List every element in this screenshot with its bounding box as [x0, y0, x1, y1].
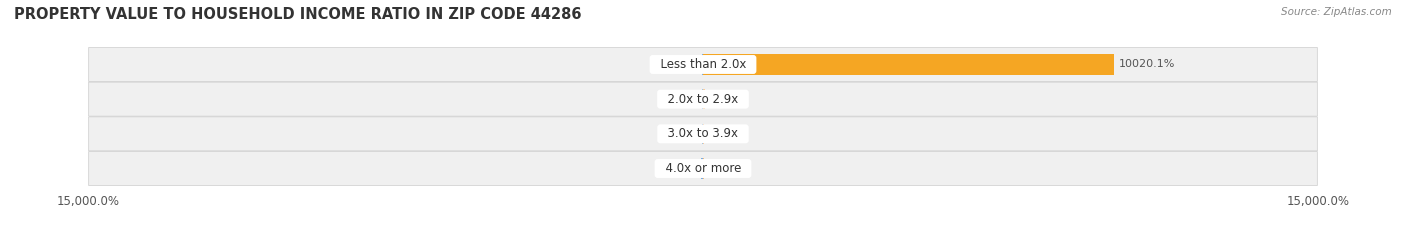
Text: 44.4%: 44.4% — [710, 94, 745, 104]
Text: 17.5%: 17.5% — [709, 164, 744, 174]
Text: 25.3%: 25.3% — [662, 59, 697, 69]
Text: Less than 2.0x: Less than 2.0x — [652, 58, 754, 71]
Text: 2.0x to 2.9x: 2.0x to 2.9x — [661, 93, 745, 106]
FancyBboxPatch shape — [89, 117, 1317, 151]
FancyBboxPatch shape — [89, 82, 1317, 116]
Text: 10020.1%: 10020.1% — [1119, 59, 1175, 69]
Bar — [703, 89, 704, 109]
Text: Source: ZipAtlas.com: Source: ZipAtlas.com — [1281, 7, 1392, 17]
Bar — [702, 158, 703, 178]
Text: PROPERTY VALUE TO HOUSEHOLD INCOME RATIO IN ZIP CODE 44286: PROPERTY VALUE TO HOUSEHOLD INCOME RATIO… — [14, 7, 582, 22]
Text: 14.3%: 14.3% — [662, 94, 697, 104]
Text: 3.0x to 3.9x: 3.0x to 3.9x — [661, 127, 745, 140]
Text: 20.5%: 20.5% — [709, 129, 744, 139]
Text: 12.6%: 12.6% — [662, 129, 697, 139]
FancyBboxPatch shape — [89, 151, 1317, 185]
Text: 46.4%: 46.4% — [661, 164, 696, 174]
Bar — [703, 55, 1114, 75]
FancyBboxPatch shape — [89, 48, 1317, 82]
Text: 4.0x or more: 4.0x or more — [658, 162, 748, 175]
